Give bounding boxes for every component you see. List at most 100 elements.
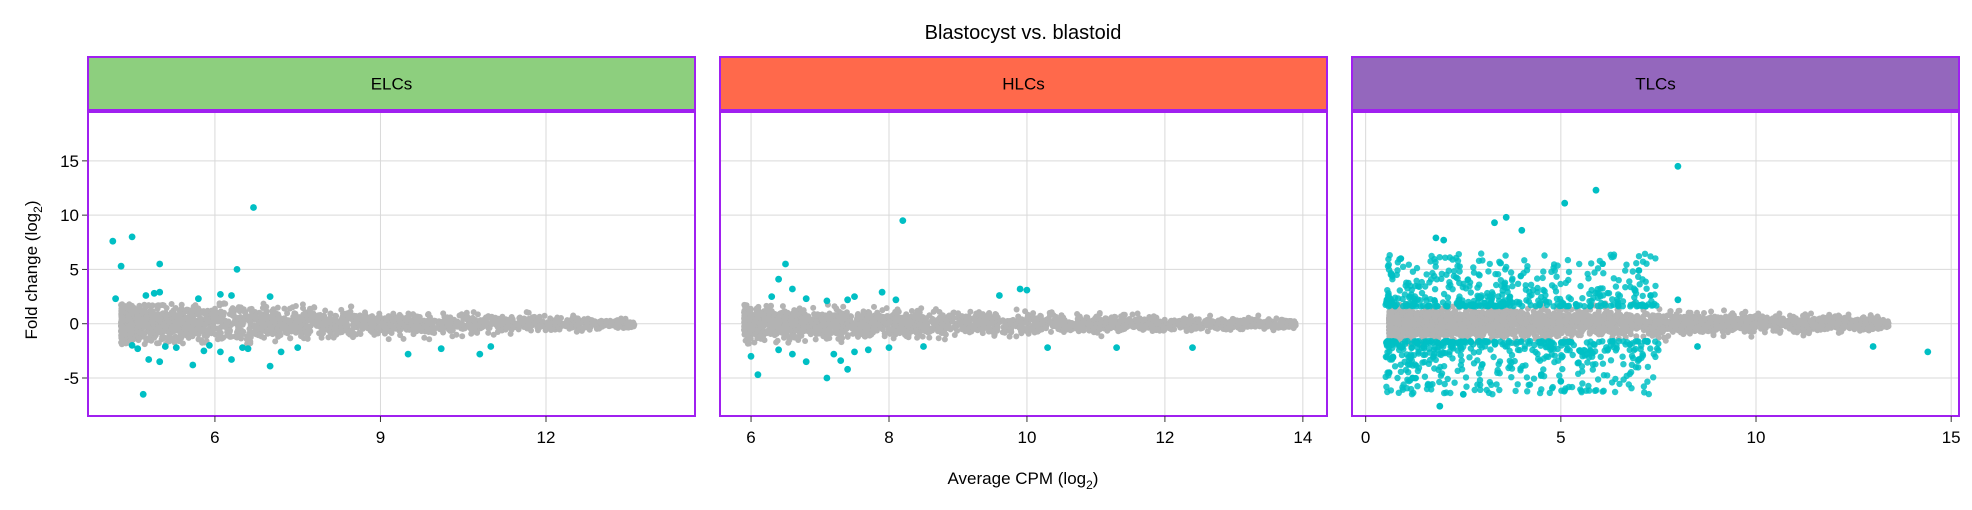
point-not-significant	[130, 336, 137, 343]
point-not-significant	[1721, 307, 1727, 314]
point-not-significant	[148, 311, 155, 318]
point-not-significant	[741, 329, 748, 336]
point-significant	[206, 342, 213, 349]
point-significant	[128, 342, 136, 349]
point-not-significant	[613, 317, 620, 324]
point-not-significant	[179, 319, 186, 326]
point-not-significant	[744, 316, 751, 323]
point-not-significant	[439, 324, 446, 330]
point-not-significant	[1195, 318, 1202, 325]
point-not-significant	[1147, 322, 1154, 329]
point-not-significant	[841, 315, 848, 322]
point-not-significant	[307, 310, 314, 317]
point-not-significant	[1130, 324, 1137, 330]
facet-strip-label: ELCs	[371, 75, 413, 94]
point-not-significant	[165, 337, 172, 344]
x-tick-label: 9	[376, 428, 385, 447]
point-not-significant	[1006, 333, 1013, 340]
point-not-significant	[148, 337, 155, 344]
point-not-significant	[783, 332, 790, 339]
point-not-significant	[1186, 319, 1193, 326]
x-tick-label: 6	[746, 428, 755, 447]
point-not-significant	[1239, 326, 1246, 333]
point-not-significant	[1204, 328, 1211, 335]
point-not-significant	[155, 302, 162, 309]
point-significant	[747, 352, 755, 360]
point-not-significant	[320, 323, 326, 330]
point-not-significant	[347, 308, 354, 315]
point-not-significant	[886, 318, 893, 325]
point-not-significant	[292, 324, 299, 331]
point-not-significant	[1025, 330, 1032, 337]
point-not-significant	[286, 318, 293, 325]
point-not-significant	[955, 310, 962, 317]
point-not-significant	[1098, 333, 1105, 340]
point-significant	[754, 371, 762, 379]
point-significant	[878, 288, 886, 296]
point-not-significant	[881, 333, 888, 340]
point-not-significant	[971, 315, 978, 322]
point-not-significant	[197, 317, 204, 324]
point-not-significant	[426, 336, 433, 343]
point-not-significant	[1015, 313, 1022, 320]
point-not-significant	[1059, 321, 1066, 328]
point-not-significant	[425, 311, 431, 318]
point-not-significant	[141, 330, 148, 337]
facet-strip-background	[87, 56, 696, 111]
point-significant	[404, 350, 412, 358]
not-significant-points	[118, 300, 638, 348]
x-tick-label: 14	[1293, 428, 1312, 447]
point-not-significant	[1150, 315, 1157, 322]
point-not-significant	[1273, 315, 1280, 322]
point-not-significant	[185, 334, 192, 341]
point-not-significant	[782, 319, 789, 326]
point-not-significant	[161, 334, 168, 341]
point-significant	[161, 343, 169, 350]
point-not-significant	[172, 319, 179, 326]
point-not-significant	[1166, 322, 1173, 329]
point-not-significant	[573, 328, 580, 335]
point-not-significant	[892, 318, 899, 324]
point-not-significant	[397, 319, 404, 325]
point-not-significant	[788, 314, 795, 321]
point-significant	[244, 345, 252, 353]
point-significant	[1044, 344, 1051, 351]
point-not-significant	[813, 318, 819, 325]
point-not-significant	[126, 304, 133, 311]
point-not-significant	[871, 303, 877, 310]
point-not-significant	[814, 311, 821, 318]
point-not-significant	[258, 333, 265, 340]
point-not-significant	[149, 316, 155, 323]
point-not-significant	[536, 313, 543, 320]
not-significant-points	[741, 301, 1299, 347]
point-not-significant	[505, 318, 512, 324]
point-not-significant	[894, 306, 901, 313]
point-not-significant	[1235, 321, 1242, 328]
point-not-significant	[792, 307, 799, 314]
point-significant	[1113, 344, 1120, 351]
point-not-significant	[1288, 318, 1294, 324]
point-significant	[768, 293, 776, 300]
point-not-significant	[627, 321, 634, 328]
point-not-significant	[908, 308, 915, 314]
point-not-significant	[551, 320, 558, 327]
point-not-significant	[922, 319, 929, 326]
point-not-significant	[143, 337, 150, 344]
point-not-significant	[202, 315, 209, 322]
point-not-significant	[520, 318, 526, 325]
point-not-significant	[1097, 326, 1103, 333]
point-not-significant	[169, 310, 176, 317]
point-significant	[476, 350, 484, 358]
point-significant	[851, 348, 858, 356]
point-significant	[837, 357, 845, 364]
point-not-significant	[260, 300, 267, 307]
point-not-significant	[873, 327, 880, 334]
point-significant	[920, 343, 927, 350]
point-not-significant	[505, 322, 512, 329]
point-not-significant	[127, 322, 134, 329]
point-not-significant	[885, 313, 892, 320]
point-not-significant	[118, 333, 125, 340]
